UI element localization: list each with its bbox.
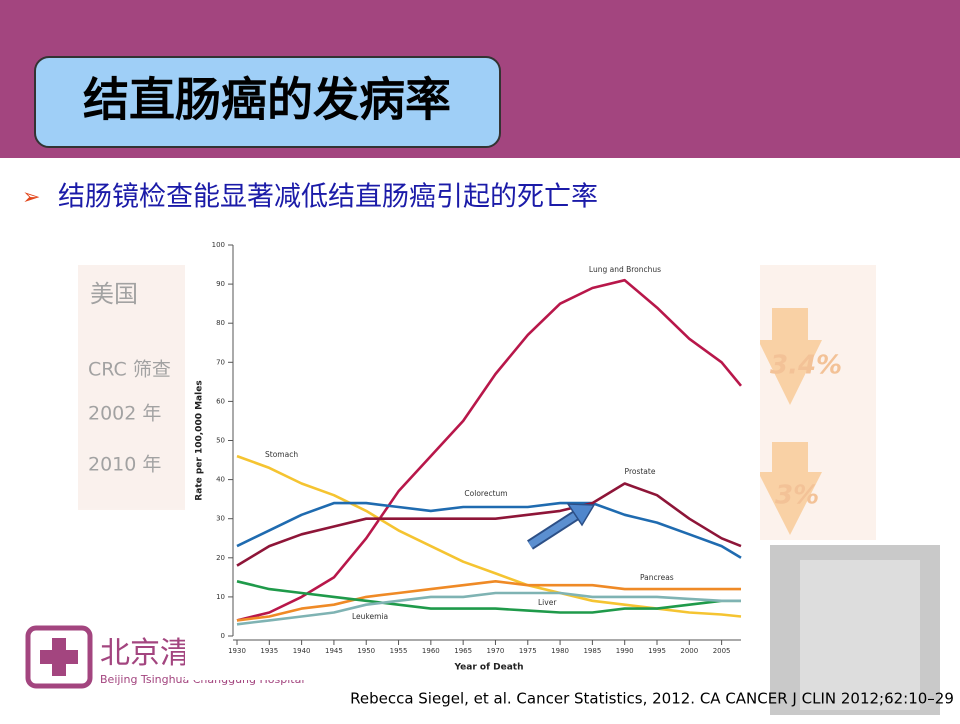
series-line [236, 580, 741, 614]
logo-name-cn: 北京清 [100, 636, 190, 671]
bg-arrow [758, 442, 822, 535]
x-tick-label: 1945 [325, 647, 343, 655]
background-image: 美国 CRC 筛查 2002 年 2010 年 3.4% 3% [78, 265, 940, 715]
y-tick-label: 0 [221, 632, 225, 640]
x-tick-label: 2005 [713, 647, 731, 655]
bg-text: 美国 [90, 280, 138, 308]
series-line [236, 580, 741, 622]
bg-panel [78, 265, 188, 510]
series-line [236, 482, 742, 567]
x-tick-label: 2000 [680, 647, 698, 655]
annotation-arrow [527, 503, 596, 550]
bg-text: 3.4% [770, 351, 842, 381]
x-tick-label: 1960 [422, 647, 440, 655]
series-line [236, 591, 741, 626]
x-tick-label: 1975 [519, 647, 537, 655]
x-tick-label: 1955 [390, 647, 408, 655]
title-box [34, 56, 501, 148]
x-tick-label: 1940 [293, 647, 311, 655]
y-tick-label: 40 [216, 476, 225, 484]
series-line [236, 278, 743, 622]
x-tick-label: 1970 [487, 647, 505, 655]
bg-panel [758, 265, 876, 540]
arrow-head [566, 503, 596, 527]
x-tick-label: 1930 [228, 647, 246, 655]
series-label: Stomach [265, 450, 298, 459]
bg-arrow [758, 308, 822, 405]
y-tick-label: 50 [216, 437, 225, 445]
x-tick-label: 1935 [260, 647, 278, 655]
series-line [236, 454, 742, 618]
bullet-marker: ➢ [22, 185, 40, 210]
x-axis-label: Year of Death [453, 663, 523, 673]
bg-text: 3% [775, 481, 819, 511]
series-label: Liver [538, 598, 557, 607]
x-tick-label: 1965 [454, 647, 472, 655]
y-tick-label: 10 [216, 593, 225, 601]
bullet-text: 结肠镜检查能显著减低结直肠癌引起的死亡率 [58, 182, 598, 213]
y-tick-label: 90 [216, 280, 225, 288]
series-label: Leukemia [352, 612, 388, 621]
series-label: Pancreas [640, 573, 674, 582]
series-line [236, 501, 742, 559]
bg-building [800, 560, 920, 710]
logo-mark [25, 625, 93, 689]
x-tick-label: 1995 [648, 647, 666, 655]
y-tick-label: 70 [216, 358, 225, 366]
y-axis-label: Rate per 100,000 Males [195, 380, 205, 500]
bg-text: 2002 年 [88, 403, 161, 425]
logo-cross [40, 638, 78, 676]
y-tick-label: 80 [216, 319, 225, 327]
series-label: Colorectum [464, 489, 507, 498]
citation: Rebecca Siegel, et al. Cancer Statistics… [350, 690, 954, 708]
chart: 0 10 20 30 40 50 60 70 80 90 100 1930 1935 1940 1945 19… [195, 241, 743, 673]
slide-title: 结直肠癌的发病率 [83, 73, 451, 127]
chart-panel [185, 238, 760, 680]
x-tick-label: 1950 [357, 647, 375, 655]
y-tick-label: 20 [216, 554, 225, 562]
bg-building [770, 545, 940, 715]
x-tick-label: 1980 [551, 647, 569, 655]
x-tick-label: 1985 [583, 647, 601, 655]
bg-text: CRC 筛查 [88, 359, 171, 381]
bg-text: 2010 年 [88, 454, 161, 476]
y-tick-label: 100 [212, 241, 225, 249]
y-tick-label: 30 [216, 515, 225, 523]
series-label: Prostate [625, 467, 656, 476]
series-label: Lung and Bronchus [589, 265, 661, 274]
arrow-shaft [528, 511, 580, 548]
x-tick-label: 1990 [616, 647, 634, 655]
y-tick-label: 60 [216, 397, 225, 405]
